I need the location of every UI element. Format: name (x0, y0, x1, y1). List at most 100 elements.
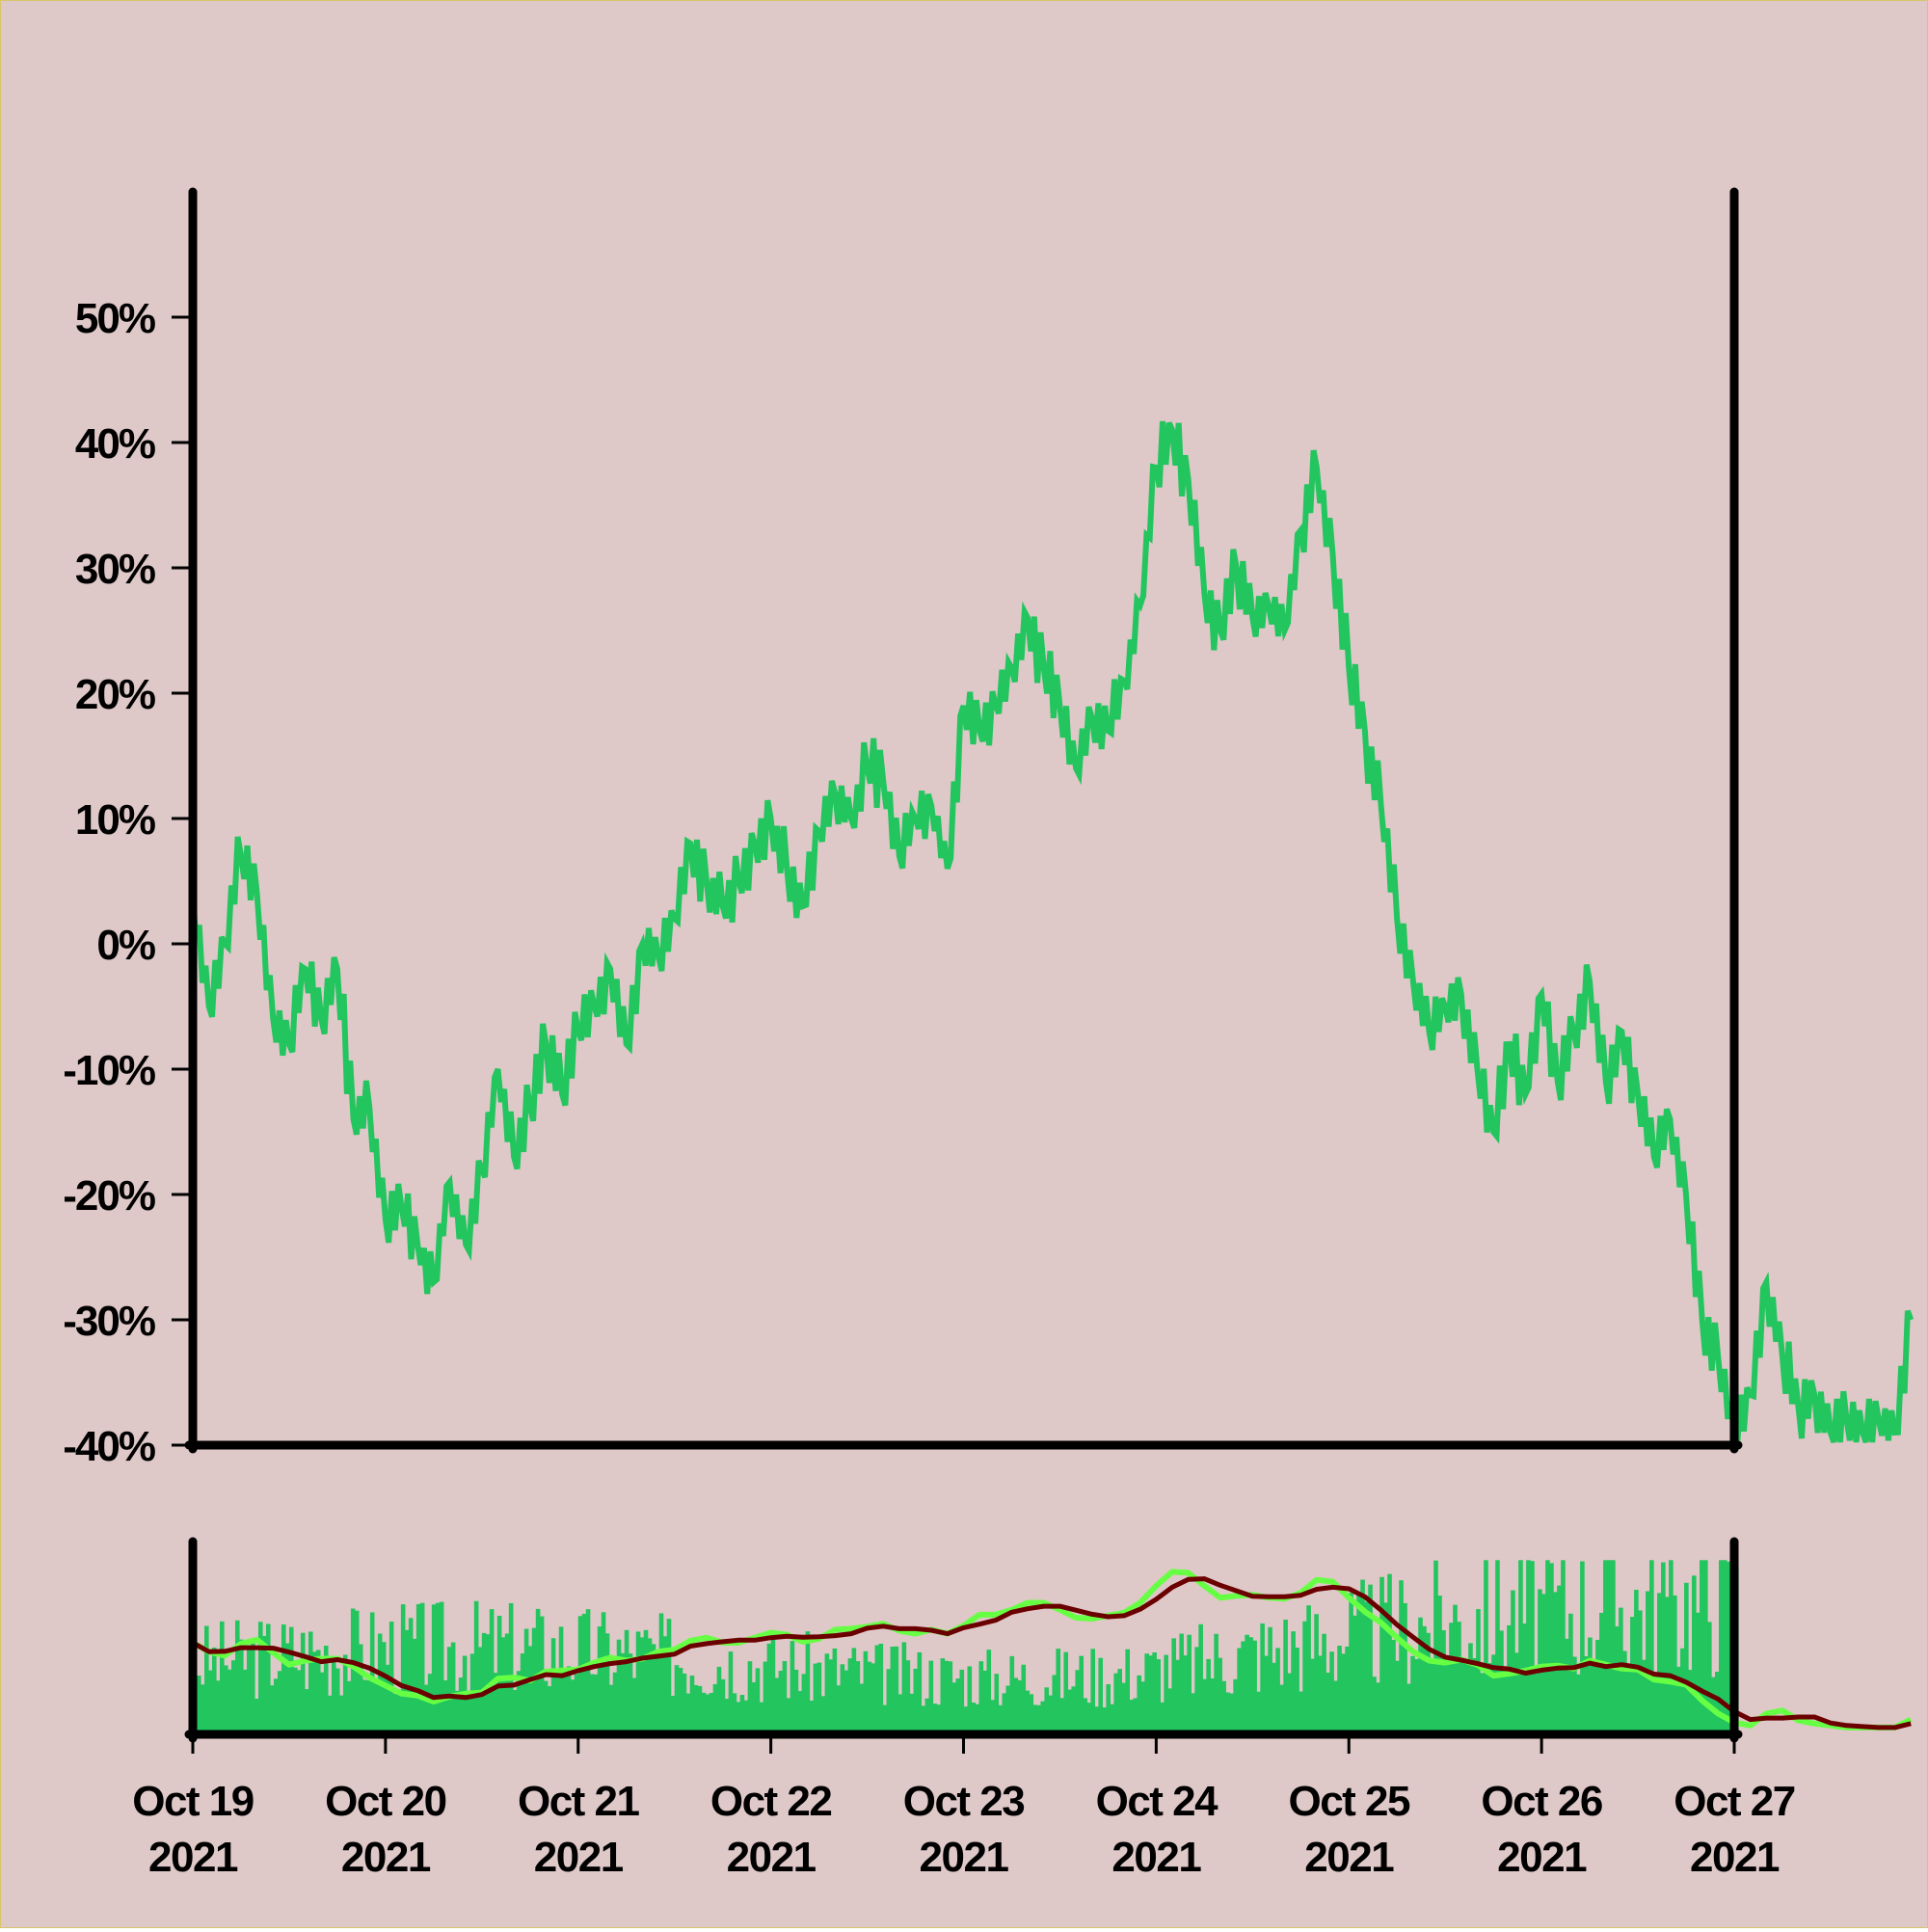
volume-bar (1248, 1637, 1253, 1731)
volume-bar (1480, 1673, 1485, 1731)
volume-bar (1707, 1622, 1712, 1731)
volume-bar (1599, 1612, 1604, 1731)
volume-bar (670, 1695, 676, 1731)
volume-bar (936, 1704, 942, 1731)
volume-bar (921, 1705, 926, 1731)
volume-bar (1464, 1660, 1469, 1731)
volume-bar (948, 1661, 953, 1731)
volume-bar (574, 1674, 579, 1731)
volume-bar (1117, 1669, 1122, 1731)
volume-bar (859, 1683, 865, 1731)
volume-bar (1383, 1602, 1388, 1731)
volume-bar (1098, 1657, 1104, 1731)
volume-bar (250, 1640, 255, 1731)
volume-bar (1152, 1652, 1157, 1731)
volume-bar (1553, 1592, 1558, 1731)
x-tick-label-year: 2021 (1111, 1834, 1201, 1881)
y-tick-label: -30% (63, 1298, 155, 1345)
volume-bar (971, 1702, 977, 1731)
volume-bar (439, 1601, 444, 1731)
x-tick-label-date: Oct 21 (518, 1778, 640, 1825)
volume-bar (1657, 1593, 1662, 1731)
volume-bar (1113, 1673, 1118, 1731)
volume-bar (1156, 1659, 1161, 1731)
volume-bar (346, 1680, 352, 1731)
volume-bar (415, 1603, 421, 1731)
volume-bar (1615, 1626, 1620, 1731)
volume-bar (1541, 1594, 1546, 1731)
volume-bar (311, 1651, 317, 1731)
volume-bar (1272, 1662, 1276, 1731)
volume-bar (1576, 1674, 1581, 1731)
volume-bar (1441, 1630, 1446, 1731)
volume-bar (1642, 1659, 1647, 1731)
volume-bar (496, 1616, 502, 1731)
volume-bar (234, 1620, 240, 1731)
volume-bar (697, 1685, 703, 1731)
volume-bar (909, 1693, 915, 1731)
volume-bar (1214, 1633, 1218, 1731)
volume-bar (1364, 1601, 1369, 1731)
volume-bar (1399, 1580, 1404, 1731)
volume-bar (998, 1704, 1004, 1731)
volume-bar (1260, 1623, 1265, 1731)
volume-bar (335, 1668, 340, 1731)
volume-bar (1684, 1582, 1689, 1731)
x-tick-label-date: Oct 19 (132, 1778, 254, 1825)
volume-bar (1083, 1698, 1088, 1731)
volume-bar (566, 1666, 572, 1731)
volume-bar (693, 1684, 699, 1731)
volume-bar (924, 1698, 930, 1731)
volume-bar (720, 1678, 726, 1731)
volume-bar (562, 1670, 568, 1731)
volume-bar (1179, 1633, 1184, 1731)
volume-bar (658, 1613, 664, 1731)
volume-bar (793, 1669, 799, 1731)
volume-bar (813, 1663, 818, 1731)
x-axis-tick-labels: Oct 19 2021 Oct 20 2021 Oct 21 2021 Oct 22 2021… (132, 1734, 1796, 1881)
volume-bar (635, 1631, 641, 1731)
volume-bar (1499, 1630, 1504, 1731)
volume-bar (1468, 1643, 1473, 1731)
volume-bar (1129, 1700, 1134, 1731)
volume-bar (913, 1668, 919, 1731)
volume-bar (739, 1695, 745, 1731)
y-tick-label: -10% (63, 1047, 155, 1094)
y-tick-label: 40% (75, 420, 155, 468)
volume-bar (1723, 1560, 1727, 1731)
volume-bar (520, 1653, 525, 1731)
volume-bar (1029, 1694, 1034, 1731)
volume-bar (331, 1662, 336, 1731)
volume-bar (489, 1609, 495, 1731)
volume-bar (412, 1638, 417, 1731)
volume-bar (1144, 1653, 1149, 1731)
volume-bar (878, 1644, 884, 1731)
volume-bar (1703, 1560, 1708, 1731)
volume-bar (508, 1602, 514, 1731)
volume-bar (396, 1689, 402, 1731)
volume-bar (882, 1704, 888, 1731)
volume-bar (1418, 1617, 1423, 1731)
volume-bar (254, 1699, 259, 1731)
volume-bar (512, 1690, 518, 1731)
volume-bar (581, 1613, 587, 1731)
volume-bar (747, 1661, 753, 1731)
volume-bar (759, 1702, 764, 1731)
volume-bar (1522, 1623, 1527, 1731)
x-tick-label-year: 2021 (534, 1834, 624, 1881)
volume-bar (1511, 1590, 1515, 1731)
volume-bar (1430, 1658, 1434, 1731)
volume-bar (1063, 1651, 1069, 1731)
volume-bar (1283, 1619, 1288, 1731)
volume-bar (1403, 1602, 1407, 1731)
volume-bar (828, 1659, 834, 1731)
volume-bar (1106, 1684, 1111, 1731)
volume-bar (1218, 1657, 1222, 1731)
volume-bar (300, 1632, 306, 1731)
volume-bar (851, 1648, 857, 1731)
volume-bar (1376, 1682, 1380, 1731)
volume-bar (1067, 1689, 1073, 1731)
volume-bar (304, 1689, 309, 1731)
volume-bar (435, 1602, 441, 1731)
